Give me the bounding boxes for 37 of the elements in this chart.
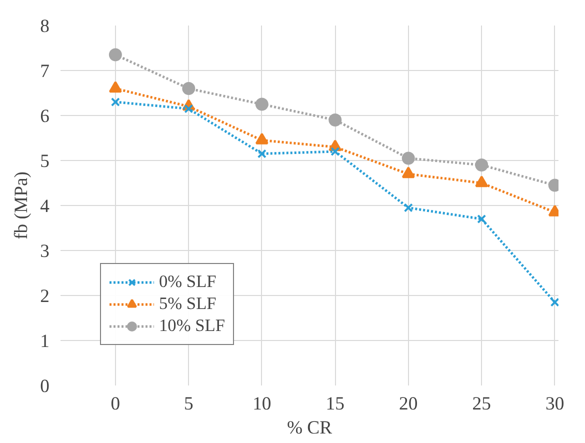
point [404, 203, 413, 212]
x-tick-label: 0 [110, 394, 120, 414]
y-tick-label: 6 [40, 106, 50, 127]
point [108, 81, 122, 93]
point [255, 98, 268, 111]
point [330, 146, 340, 156]
legend-label: 10% SLF [159, 316, 225, 336]
y-tick-label: 5 [40, 151, 50, 172]
y-tick-label: 4 [40, 196, 50, 217]
point [402, 166, 415, 178]
point [182, 82, 196, 95]
y-tick-label: 1 [40, 331, 50, 352]
y-axis-title: fb (MPa) [11, 172, 32, 240]
y-tick-label: 7 [40, 61, 50, 82]
x-tick-label: 10 [252, 394, 272, 414]
point [477, 214, 486, 224]
point [402, 152, 415, 165]
point [475, 158, 488, 172]
y-tick-label: 3 [40, 241, 50, 262]
point [110, 97, 120, 107]
x-tick-label: 5 [184, 394, 194, 414]
point [328, 114, 342, 126]
point [108, 48, 122, 62]
y-tick-label: 2 [40, 286, 50, 307]
point [550, 298, 558, 307]
point [255, 132, 268, 144]
y-tick-label: 0 [40, 376, 50, 397]
x-tick-label: 30 [546, 394, 564, 414]
x-tick-label: 20 [399, 394, 418, 414]
x-tick-label: 15 [326, 394, 344, 414]
legend-label: 5% SLF [159, 294, 216, 314]
y-tick-label: 8 [40, 16, 50, 37]
x-tick-label: 25 [472, 394, 491, 414]
legend-label: 0% SLF [159, 272, 216, 292]
x-axis-title: % CR [286, 418, 333, 438]
point [475, 176, 488, 188]
point [257, 149, 266, 158]
